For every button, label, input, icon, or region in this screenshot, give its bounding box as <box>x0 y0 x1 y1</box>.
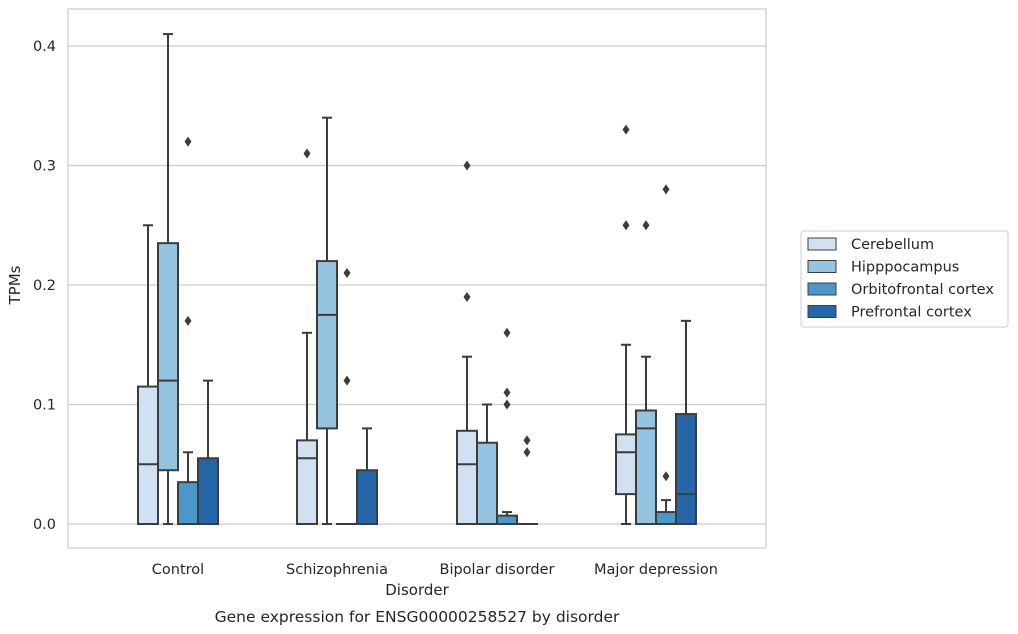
x-tick-labels: Control Schizophrenia Bipolar disorder Majo… <box>152 562 718 578</box>
box-iqr <box>197 457 219 525</box>
outlier-point <box>303 148 311 159</box>
legend-swatch <box>807 260 837 273</box>
legend-frame <box>800 230 1009 328</box>
outlier-point <box>463 291 471 302</box>
boxes <box>137 33 697 526</box>
legend-label: Cerebellum <box>851 237 934 253</box>
outlier-point <box>343 375 351 386</box>
x-tick-label: Schizophrenia <box>286 562 388 578</box>
box-group <box>157 33 179 525</box>
outlier-point <box>622 220 630 231</box>
outlier-point <box>662 184 670 195</box>
box-iqr <box>316 260 338 430</box>
box-iqr <box>655 511 677 525</box>
box-iqr <box>356 469 378 526</box>
box-group <box>356 427 378 526</box>
box-group <box>675 319 697 525</box>
box-group <box>615 124 637 525</box>
box-group <box>476 403 498 525</box>
box-group <box>635 220 657 526</box>
box-iqr <box>456 429 478 526</box>
outlier-point <box>463 160 471 171</box>
outlier-point <box>662 471 670 482</box>
box-group <box>137 224 159 526</box>
legend-swatch <box>807 237 837 251</box>
legend-label: Hipppocampus <box>851 260 959 276</box>
plot-frame <box>67 8 767 549</box>
y-tick-label: 0.3 <box>33 159 56 175</box>
legend: Cerebellum Hipppocampus Orbitofrontal cort… <box>800 230 1009 328</box>
y-tick-label: 0.0 <box>33 517 56 533</box>
y-tick-label: 0.4 <box>33 39 56 55</box>
legend-swatch <box>807 282 837 296</box>
outlier-point <box>503 399 511 410</box>
box-group <box>496 327 518 526</box>
box-group <box>197 379 219 525</box>
box-iqr <box>476 441 498 525</box>
box-iqr <box>177 481 199 525</box>
y-tick-label: 0.1 <box>33 398 56 414</box>
box-group <box>336 268 358 526</box>
outlier-point <box>503 327 511 338</box>
outlier-point <box>184 315 192 326</box>
outlier-point <box>642 220 650 231</box>
x-axis-label: Disorder <box>385 581 449 599</box>
box-iqr <box>635 409 657 526</box>
box-group <box>177 136 199 525</box>
outlier-point <box>184 136 192 147</box>
box-group <box>316 116 338 525</box>
box-iqr <box>296 439 318 526</box>
chart-caption: Gene expression for ENSG00000258527 by d… <box>215 608 620 626</box>
x-tick-label: Bipolar disorder <box>440 562 555 578</box>
box-iqr <box>675 413 697 525</box>
legend-label: Prefrontal cortex <box>851 305 972 321</box>
outlier-point <box>523 447 531 458</box>
box-iqr <box>615 433 637 496</box>
box-iqr <box>496 514 518 526</box>
box-iqr <box>157 242 179 472</box>
box-group <box>655 184 677 525</box>
legend-swatch <box>807 305 837 318</box>
legend-label: Orbitofrontal cortex <box>851 282 994 298</box>
box-group <box>516 435 538 526</box>
outlier-point <box>523 435 531 446</box>
y-axis-label: TPMs <box>6 265 24 305</box>
x-tick-label: Major depression <box>594 562 718 578</box>
outlier-point <box>622 124 630 135</box>
box-iqr <box>137 385 159 526</box>
outlier-point <box>343 268 351 279</box>
y-tick-labels: 0.0 0.1 0.2 0.3 0.4 <box>33 39 56 533</box>
box-group <box>456 160 478 526</box>
x-tick-label: Control <box>152 562 204 578</box>
box-group <box>296 148 318 526</box>
outlier-point <box>503 387 511 398</box>
y-tick-label: 0.2 <box>33 278 56 294</box>
